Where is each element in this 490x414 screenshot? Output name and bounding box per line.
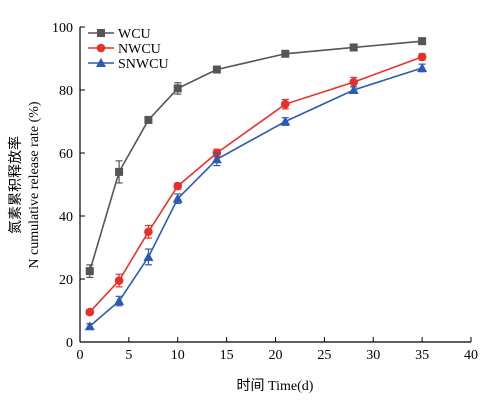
y-axis-label-en: N cumulative release rate (%) <box>27 101 42 268</box>
data-point <box>349 77 359 87</box>
data-point <box>114 276 124 285</box>
data-point <box>143 251 154 261</box>
legend-item-snwcu: SNWCU <box>88 57 169 72</box>
series-line-snwcu <box>89 67 423 327</box>
y-tick-label: 80 <box>59 84 73 99</box>
x-tick-label: 15 <box>220 348 234 363</box>
data-point <box>349 43 358 52</box>
data-point <box>212 65 221 74</box>
y-tick-label: 100 <box>52 21 73 36</box>
series-line-nwcu <box>89 56 423 313</box>
data-point <box>172 193 183 203</box>
legend-label: SNWCU <box>118 57 169 72</box>
x-tick-label: 20 <box>269 348 283 363</box>
y-axis-label-cn: 氮素累积释放率 <box>7 136 24 234</box>
series-wcu <box>85 37 427 279</box>
axes <box>79 27 471 343</box>
x-tick-label: 35 <box>415 348 429 363</box>
y-axis-ticks: 0 20 40 60 80 100 <box>52 21 85 351</box>
data-point <box>281 49 290 58</box>
data-point <box>280 99 290 109</box>
x-tick-label: 25 <box>317 348 331 363</box>
x-axis-label: 时间 Time(d) <box>237 378 314 394</box>
data-point <box>144 227 153 237</box>
legend-marker <box>97 29 105 37</box>
series-line-wcu <box>89 40 423 272</box>
legend-item-wcu: WCU <box>88 27 151 42</box>
legend-label: WCU <box>118 27 151 42</box>
data-point <box>417 52 427 62</box>
data-point <box>85 267 94 276</box>
y-tick-label: 40 <box>59 210 73 225</box>
data-point <box>173 84 182 93</box>
legend-label: NWCU <box>118 42 161 57</box>
x-tick-label: 40 <box>464 348 478 363</box>
series-nwcu <box>85 52 427 317</box>
data-point <box>173 181 183 191</box>
x-tick-label: 0 <box>77 348 84 363</box>
x-tick-label: 5 <box>125 348 132 363</box>
data-point <box>417 62 428 72</box>
data-point <box>114 296 125 306</box>
series-snwcu <box>84 62 428 331</box>
y-tick-label: 0 <box>66 336 73 351</box>
data-point <box>115 167 124 176</box>
data-point <box>85 307 95 317</box>
data-point <box>144 115 153 124</box>
y-tick-label: 20 <box>59 273 73 288</box>
data-point <box>418 37 427 46</box>
y-tick-label: 60 <box>59 147 73 162</box>
data-point <box>84 321 95 331</box>
x-tick-label: 30 <box>366 348 380 363</box>
data-point <box>211 154 222 164</box>
data-point <box>348 85 359 94</box>
legend-marker <box>96 43 106 53</box>
legend-marker <box>96 58 106 67</box>
data-point <box>280 116 291 126</box>
x-tick-label: 10 <box>171 348 185 363</box>
legend-item-nwcu: NWCU <box>88 42 161 57</box>
series-layer <box>84 37 428 331</box>
x-axis-ticks: 0 5 10 15 20 25 30 35 40 <box>77 337 478 363</box>
